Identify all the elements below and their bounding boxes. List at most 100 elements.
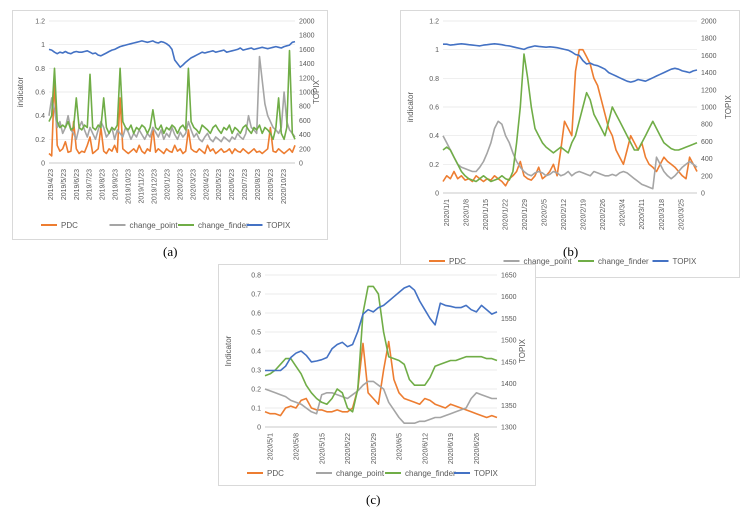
x-tick-label: 2020/3/11 [639, 199, 646, 230]
chart-panel-c: 0 0.1 0.2 0.3 0.4 0.5 0.6 0.7 0.8 1300 1350 1400 145… [218, 264, 536, 486]
y2-tick-label: 1650 [501, 273, 517, 280]
caption-a: (a) [163, 244, 178, 259]
x-tick-label: 2019/8/23 [100, 169, 107, 200]
x-tick-label: 2020/4/23 [203, 169, 210, 200]
chart-c: 0 0.1 0.2 0.3 0.4 0.5 0.6 0.7 0.8 1300 1350 1400 145… [224, 273, 527, 479]
y2-tick-label: 200 [299, 146, 311, 153]
y2-tick-label: 1800 [701, 36, 717, 43]
y-tick-label: 1.2 [429, 19, 439, 26]
y2-tick-label: 1600 [701, 53, 717, 60]
x-tick-label: 2020/6/19 [448, 433, 455, 464]
y-tick-label: 0.8 [35, 66, 45, 73]
x-tick-label: 2020/7/23 [242, 169, 249, 200]
legend-label: TOPIX [267, 221, 292, 230]
y-tick-label: 0 [435, 191, 439, 198]
y2-tick-label: 1550 [501, 316, 517, 323]
y2-tick-label: 400 [701, 156, 713, 163]
y-tick-label: 0.6 [251, 311, 261, 318]
x-tick-label: 2020/3/23 [190, 169, 197, 200]
y2-axis-label: TOPIX [518, 338, 527, 363]
series-line-change-point [442, 120, 698, 190]
x-tick-label: 2020/2/23 [177, 169, 184, 200]
x-tick-label: 2020/1/23 [164, 169, 171, 200]
x-tick-label: 2020/2/12 [561, 199, 568, 230]
x-tick-label: 2020/5/1 [268, 433, 275, 460]
x-tick-label: 2019/5/23 [61, 169, 68, 200]
series-line-PDC [264, 340, 498, 419]
chart-panel-b: 0 0.2 0.4 0.6 0.8 1 1.2 0 200 400 600 800 1000 1200 14… [400, 10, 740, 278]
series-line-TOPIX [48, 40, 296, 69]
caption-b: (b) [563, 244, 579, 259]
x-tick-label: 2020/2/5 [542, 199, 549, 226]
y2-tick-label: 1350 [501, 403, 517, 410]
legend-label: change_finder [198, 221, 249, 230]
y-tick-label: 1 [435, 47, 439, 54]
x-tick-label: 2020/3/25 [678, 199, 685, 230]
series-line-change-finder [48, 49, 296, 141]
x-tick-label: 2020/6/5 [397, 433, 404, 460]
y-tick-label: 0 [41, 161, 45, 168]
legend-label: PDC [267, 469, 284, 478]
x-tick-label: 2019/6/23 [74, 169, 81, 200]
x-tick-label: 2020/5/22 [345, 433, 352, 464]
y2-axis-label: TOPIX [724, 94, 733, 119]
y-tick-label: 0.7 [251, 292, 261, 299]
y-tick-label: 0.8 [251, 273, 261, 280]
y2-tick-label: 1400 [501, 381, 517, 388]
x-tick-label: 2020/1/29 [522, 199, 529, 230]
y-tick-label: 0.1 [251, 406, 261, 413]
legend-label: TOPIX [673, 257, 698, 266]
y-tick-label: 0.2 [429, 162, 439, 169]
x-tick-label: 2020/1/8 [463, 199, 470, 226]
series-line-change-finder [442, 53, 698, 183]
x-tick-label: 2019/7/23 [87, 169, 94, 200]
x-tick-label: 2020/1/1 [444, 199, 451, 226]
y-tick-label: 0.4 [251, 349, 261, 356]
x-tick-label: 2019/4/23 [48, 169, 55, 200]
y-axis-label: indicator [16, 77, 25, 108]
x-tick-label: 2020/6/26 [474, 433, 481, 464]
y2-tick-label: 1200 [299, 75, 315, 82]
x-tick-label: 2020/5/15 [319, 433, 326, 464]
y2-tick-label: 1000 [299, 90, 315, 97]
y2-tick-label: 2000 [299, 19, 315, 26]
series-line-TOPIX [443, 42, 698, 83]
y-tick-label: 1 [41, 42, 45, 49]
x-tick-label: 2019/12/23 [151, 169, 158, 204]
legend-label: change_point [130, 221, 179, 230]
legend-label: TOPIX [474, 469, 499, 478]
caption-c: (c) [366, 492, 381, 507]
legend-label: change_point [336, 469, 385, 478]
y-tick-label: 1.2 [35, 19, 45, 26]
y2-tick-label: 1000 [701, 105, 717, 112]
y-tick-label: 0.4 [429, 133, 439, 140]
series-line-TOPIX [265, 285, 498, 372]
legend-label: change_finder [405, 469, 456, 478]
chart-panel-a: 0 0.2 0.4 0.6 0.8 1 1.2 0 200 400 600 800 1000 1200 14… [12, 10, 328, 240]
y-tick-label: 0 [257, 425, 261, 432]
y-tick-label: 0.5 [251, 330, 261, 337]
y2-tick-label: 600 [299, 118, 311, 125]
x-tick-label: 2020/10/23 [281, 169, 288, 204]
y2-axis-label: TOPIX [312, 79, 321, 104]
y2-tick-label: 800 [701, 122, 713, 129]
x-tick-label: 2020/5/29 [371, 433, 378, 464]
y2-tick-label: 600 [701, 139, 713, 146]
x-tick-label: 2019/10/23 [126, 169, 133, 204]
y2-tick-label: 2000 [701, 19, 717, 26]
x-tick-label: 2020/5/23 [216, 169, 223, 200]
series-line-change-finder [264, 285, 498, 413]
y2-tick-label: 1600 [501, 294, 517, 301]
y2-tick-label: 800 [299, 104, 311, 111]
chart-a: 0 0.2 0.4 0.6 0.8 1 1.2 0 200 400 600 800 1000 1200 14… [16, 19, 321, 231]
y2-tick-label: 1450 [501, 359, 517, 366]
legend-label: change_point [524, 257, 573, 266]
y-tick-label: 0.8 [429, 76, 439, 83]
y2-tick-label: 1400 [701, 70, 717, 77]
y2-tick-label: 0 [701, 191, 705, 198]
x-tick-label: 2020/6/12 [422, 433, 429, 464]
y2-tick-label: 1300 [501, 425, 517, 432]
legend-label: PDC [61, 221, 78, 230]
y-tick-label: 0.6 [429, 105, 439, 112]
x-tick-label: 2020/5/8 [294, 433, 301, 460]
